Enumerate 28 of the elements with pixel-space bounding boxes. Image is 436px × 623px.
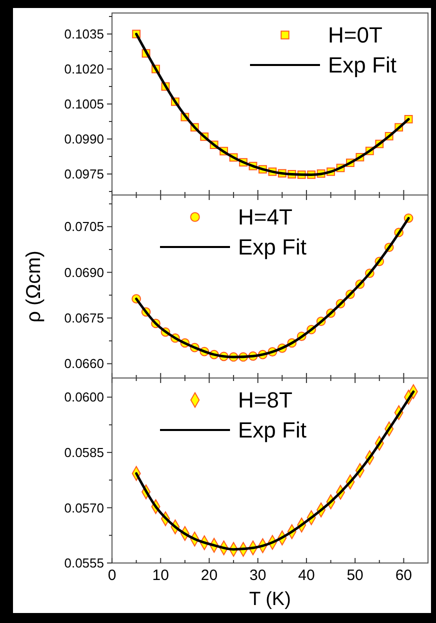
legend-label: H=8T (238, 388, 292, 413)
y-tick-label: 0.0675 (64, 310, 104, 326)
y-tick-label: 0.0555 (64, 556, 104, 571)
y-tick-label: 0.1005 (64, 96, 104, 112)
y-tick-label: 0.1035 (64, 26, 104, 42)
y-tick-label: 0.0660 (64, 356, 104, 372)
x-tick-label: 20 (200, 567, 218, 584)
y-tick-label: 0.0690 (64, 264, 104, 280)
y-tick-label: 0.0570 (64, 500, 104, 516)
y-tick-label: 0.0975 (64, 166, 104, 182)
y-tick-label: 0.0990 (64, 132, 104, 147)
legend-label: H=0T (328, 22, 382, 48)
y-tick-label: 0.0585 (64, 444, 104, 460)
legend-label: H=4T (238, 204, 292, 230)
y-axis-title: ρ (Ωcm) (23, 250, 45, 322)
legend-label: Exp Fit (238, 418, 306, 443)
y-tick-label: 0.0705 (64, 219, 104, 234)
x-axis-title: T (K) (249, 589, 291, 610)
x-tick-label: 0 (108, 567, 116, 584)
y-tick-label: 0.0600 (64, 390, 104, 405)
x-tick-label: 10 (152, 567, 169, 584)
x-tick-label: 30 (250, 567, 266, 584)
legend-label: Exp Fit (238, 234, 306, 260)
legend-label: Exp Fit (328, 52, 396, 78)
x-tick-label: 40 (298, 567, 315, 584)
x-tick-label: 50 (346, 567, 364, 584)
x-tick-label: 60 (395, 567, 412, 584)
y-tick-label: 0.1020 (64, 62, 104, 77)
